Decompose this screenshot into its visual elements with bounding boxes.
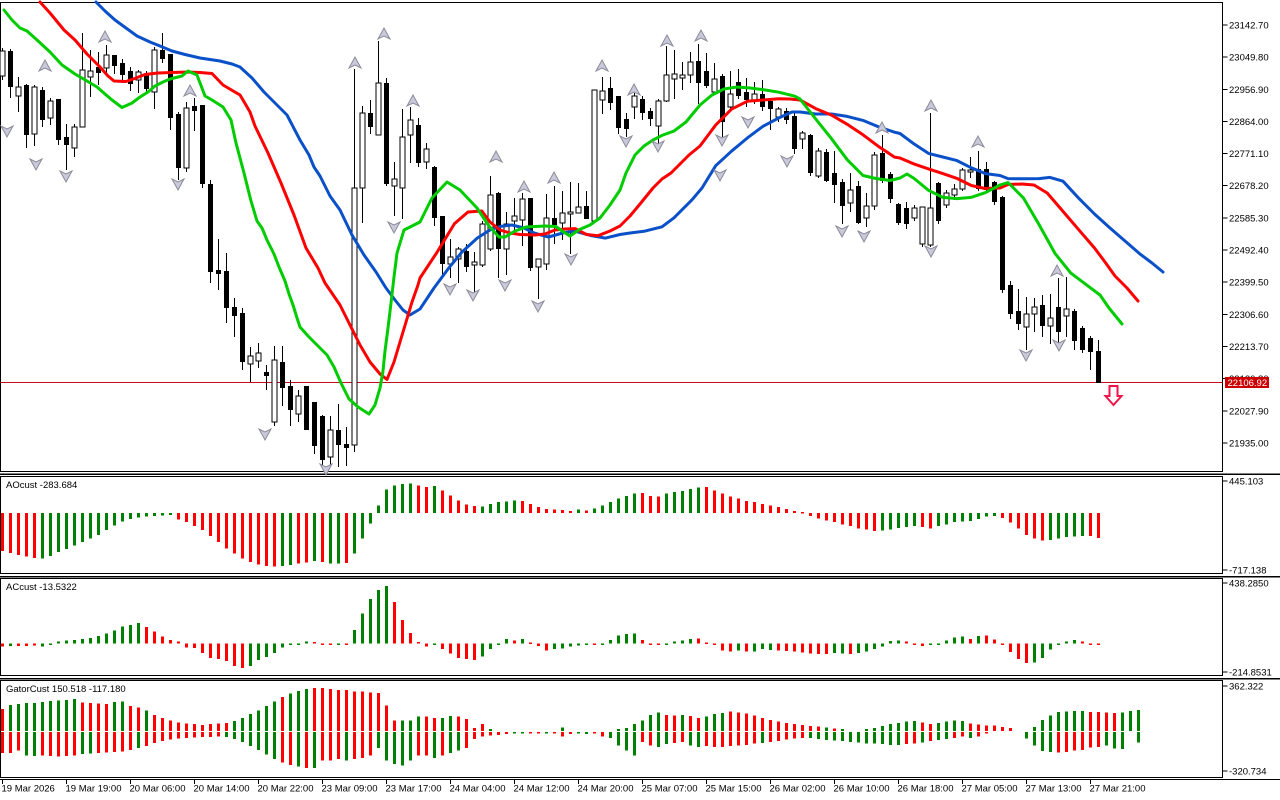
svg-text:AOcust -283.684: AOcust -283.684 [6, 480, 77, 491]
svg-text:22213.70: 22213.70 [1229, 342, 1269, 353]
svg-text:23 Mar 17:00: 23 Mar 17:00 [386, 784, 442, 795]
svg-text:27 Mar 21:00: 27 Mar 21:00 [1090, 784, 1146, 795]
svg-text:438.2850: 438.2850 [1229, 579, 1269, 590]
svg-text:-214.8531: -214.8531 [1229, 668, 1272, 679]
svg-text:22956.90: 22956.90 [1229, 85, 1269, 96]
svg-text:22399.50: 22399.50 [1229, 278, 1269, 289]
svg-text:26 Mar 18:00: 26 Mar 18:00 [898, 784, 954, 795]
svg-text:20 Mar 14:00: 20 Mar 14:00 [194, 784, 250, 795]
svg-text:19 Mar 2026: 19 Mar 2026 [2, 784, 55, 795]
svg-text:22492.40: 22492.40 [1229, 246, 1269, 257]
svg-text:26 Mar 02:00: 26 Mar 02:00 [770, 784, 826, 795]
svg-text:22585.30: 22585.30 [1229, 213, 1269, 224]
svg-text:20 Mar 06:00: 20 Mar 06:00 [130, 784, 186, 795]
svg-text:ACcust -13.5322: ACcust -13.5322 [6, 582, 77, 593]
svg-text:22771.10: 22771.10 [1229, 149, 1269, 160]
svg-text:19 Mar 19:00: 19 Mar 19:00 [66, 784, 122, 795]
svg-text:23142.70: 23142.70 [1229, 21, 1269, 32]
svg-text:20 Mar 22:00: 20 Mar 22:00 [258, 784, 314, 795]
svg-text:24 Mar 04:00: 24 Mar 04:00 [450, 784, 506, 795]
svg-text:22678.20: 22678.20 [1229, 181, 1269, 192]
svg-text:26 Mar 10:00: 26 Mar 10:00 [834, 784, 890, 795]
svg-text:-717.138: -717.138 [1229, 566, 1267, 577]
svg-text:21935.00: 21935.00 [1229, 438, 1269, 449]
svg-text:23049.80: 23049.80 [1229, 53, 1269, 64]
svg-text:25 Mar 15:00: 25 Mar 15:00 [706, 784, 762, 795]
svg-text:27 Mar 05:00: 27 Mar 05:00 [962, 784, 1018, 795]
svg-text:362.322: 362.322 [1229, 682, 1263, 693]
svg-text:22106.92: 22106.92 [1228, 378, 1268, 389]
svg-text:22864.00: 22864.00 [1229, 117, 1269, 128]
svg-text:24 Mar 12:00: 24 Mar 12:00 [514, 784, 570, 795]
svg-text:445.103: 445.103 [1229, 477, 1263, 488]
svg-text:GatorCust 150.518 -117.180: GatorCust 150.518 -117.180 [6, 684, 126, 695]
svg-text:27 Mar 13:00: 27 Mar 13:00 [1026, 784, 1082, 795]
svg-text:-320.734: -320.734 [1229, 767, 1267, 778]
svg-text:22306.60: 22306.60 [1229, 310, 1269, 321]
svg-text:25 Mar 07:00: 25 Mar 07:00 [642, 784, 698, 795]
svg-text:23 Mar 09:00: 23 Mar 09:00 [322, 784, 378, 795]
svg-text:24 Mar 20:00: 24 Mar 20:00 [578, 784, 634, 795]
svg-text:22027.90: 22027.90 [1229, 406, 1269, 417]
